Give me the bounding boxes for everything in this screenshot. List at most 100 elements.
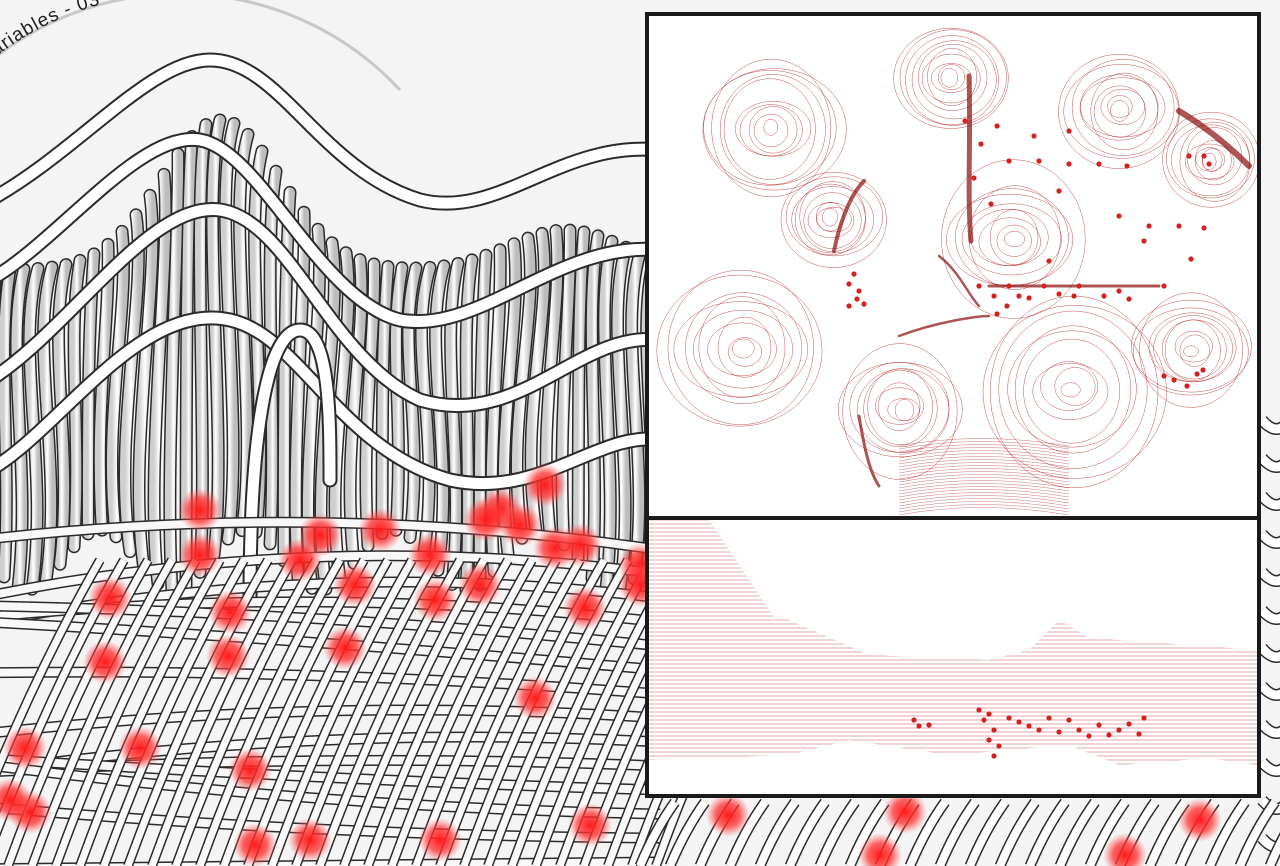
contour-line [898, 504, 1070, 513]
section-point [926, 722, 932, 728]
contour-line [898, 474, 1070, 483]
contour-line [1080, 77, 1166, 138]
hotspot-marker [233, 823, 277, 866]
grid-line [76, 558, 224, 866]
contour-line [1161, 319, 1227, 380]
terrain-rib [24, 263, 43, 595]
contour-point [1176, 223, 1182, 229]
contour-line [1110, 100, 1130, 122]
contour-line [898, 444, 1070, 453]
contour-line [898, 507, 1070, 516]
contour-point [1194, 371, 1200, 377]
hotspot-marker [83, 640, 127, 684]
section-point [1056, 729, 1062, 735]
contour-line [667, 269, 814, 425]
contour-line [898, 462, 1070, 471]
contour-ridge [832, 179, 866, 253]
contour-point [976, 283, 982, 289]
section-cutout-bottom [649, 740, 1257, 794]
contour-point [1066, 161, 1072, 167]
contour-line [1201, 152, 1217, 170]
contour-line [1162, 111, 1257, 208]
contour-line [941, 159, 1086, 319]
contour-line [898, 483, 1070, 492]
contour-line [692, 309, 794, 389]
floor-rib [846, 799, 889, 866]
contour-ridge [857, 414, 881, 488]
contour-point [1066, 128, 1072, 134]
contour-line [961, 203, 1062, 276]
contour-line [723, 78, 816, 180]
section-point [1076, 727, 1082, 733]
contour-point [1116, 213, 1122, 219]
hotspot-marker [1103, 833, 1147, 866]
floor-rib [996, 799, 1039, 866]
contour-line [898, 501, 1070, 510]
contour-ridge [937, 254, 981, 308]
contour-point [1076, 283, 1082, 289]
contour-line [898, 465, 1070, 474]
contour-line [1133, 307, 1249, 396]
edge-rib [1258, 416, 1280, 434]
grid-line [0, 558, 104, 773]
contour-point [1141, 238, 1147, 244]
contour-line [1184, 143, 1235, 180]
contour-line [940, 67, 959, 88]
floor-rib [906, 799, 949, 866]
hotspot-marker [228, 748, 272, 792]
section-point [1006, 715, 1012, 721]
contour-point [1116, 288, 1122, 294]
hotspot-marker [178, 533, 222, 577]
hotspot-marker [333, 563, 377, 607]
terrain-rib [511, 233, 536, 544]
contour-point [1206, 161, 1212, 167]
hotspot-marker [298, 513, 342, 557]
contour-point [856, 288, 862, 294]
section-point [1116, 727, 1122, 733]
contour-line [748, 106, 798, 154]
contour-line [822, 208, 839, 227]
section-point [1141, 715, 1147, 721]
hotspot-marker [178, 488, 222, 532]
contour-point [1161, 373, 1167, 379]
contour-line [898, 450, 1070, 459]
floor-rib [1266, 835, 1280, 866]
contour-line [1179, 121, 1251, 202]
contour-point [1171, 377, 1177, 383]
hotspot-marker [706, 793, 750, 837]
contour-line [656, 274, 823, 427]
contour-point [988, 201, 994, 207]
contour-line [898, 489, 1070, 498]
contour-point [854, 296, 860, 302]
hotspot-marker [3, 726, 47, 770]
section-profile [649, 520, 1257, 794]
contour-line [898, 480, 1070, 489]
contour-ridge [897, 314, 991, 338]
contour-line [753, 113, 789, 148]
grid-line [148, 558, 296, 866]
contour-line [982, 305, 1167, 479]
terrain-rib [164, 148, 184, 595]
contour-line [878, 382, 921, 432]
contour-point [1016, 293, 1022, 299]
contour-line [711, 58, 832, 198]
contour-point [994, 311, 1000, 317]
contour-point [994, 123, 1000, 129]
contour-point [1056, 188, 1062, 194]
contour-point [1031, 133, 1037, 139]
contour-point [1056, 291, 1062, 297]
contour-line [938, 64, 966, 91]
contour-line [791, 186, 874, 254]
contour-line [1060, 382, 1081, 398]
section-point [991, 727, 997, 733]
contour-point [851, 271, 857, 277]
terrain-sweep [0, 204, 666, 412]
contour-point [1161, 283, 1167, 289]
section-point [1066, 717, 1072, 723]
floor-rib [1056, 799, 1099, 866]
contour-line [702, 68, 847, 191]
section-point [1106, 732, 1112, 738]
section-point [986, 711, 992, 717]
contour-line [1202, 148, 1223, 172]
contour-point [962, 118, 968, 124]
